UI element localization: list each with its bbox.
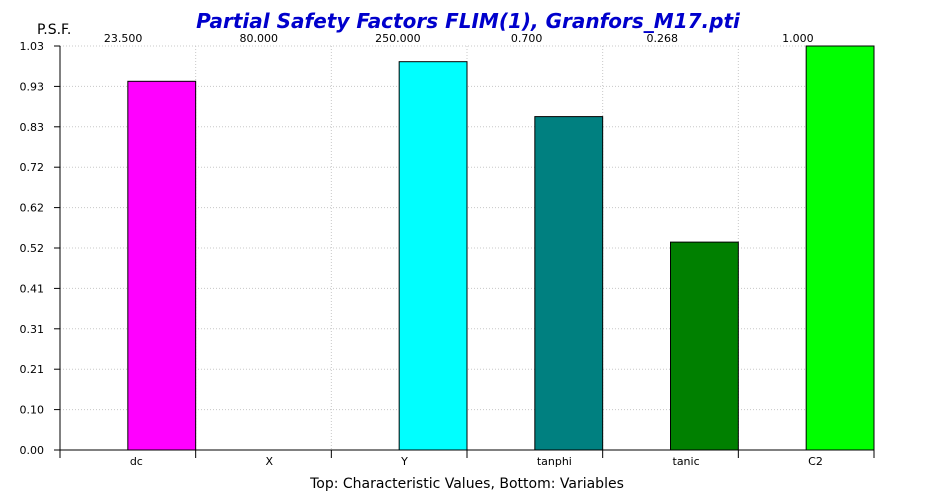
top-characteristic-value: 1.000 (782, 32, 814, 45)
bar-dc (127, 80, 197, 451)
y-axis-label: P.S.F. (37, 22, 71, 38)
x-category-label: X (266, 455, 274, 468)
y-tick-label: 0.00 (20, 444, 45, 457)
chart-title: Partial Safety Factors FLIM(1), Granfors… (196, 9, 741, 33)
top-characteristic-value: 80.000 (240, 32, 279, 45)
x-axis-label: Top: Characteristic Values, Bottom: Vari… (309, 476, 624, 492)
y-tick-label: 0.31 (20, 323, 45, 336)
x-category-label: tanphi (537, 455, 572, 468)
y-tick-label: 0.62 (20, 202, 45, 215)
tick-labels: 0.00 0.10 0.21 0.31 0.41 0.52 0.62 0.72 0.83 0.93… (20, 32, 823, 468)
x-category-label: dc (130, 455, 143, 468)
y-tick-label: 0.93 (20, 80, 45, 93)
top-characteristic-value: 250.000 (375, 32, 421, 45)
bar-c2 (805, 45, 875, 451)
x-category-label: tanic (673, 455, 700, 468)
bar-tanphi (534, 116, 604, 451)
y-tick-label: 0.83 (20, 121, 45, 134)
top-characteristic-value: 23.500 (104, 32, 143, 45)
axes (54, 45, 875, 458)
top-characteristic-value: 0.268 (647, 32, 679, 45)
y-tick-label: 1.03 (20, 40, 45, 53)
y-tick-label: 0.10 (20, 404, 45, 417)
bar-y (398, 61, 468, 451)
bar-tanic (670, 241, 739, 451)
y-tick-label: 0.72 (20, 161, 45, 174)
y-tick-label: 0.21 (20, 363, 45, 376)
top-characteristic-value: 0.700 (511, 32, 543, 45)
y-tick-label: 0.41 (20, 282, 45, 295)
x-category-label: C2 (808, 455, 823, 468)
y-tick-label: 0.52 (20, 242, 45, 255)
x-category-label: Y (400, 455, 408, 468)
